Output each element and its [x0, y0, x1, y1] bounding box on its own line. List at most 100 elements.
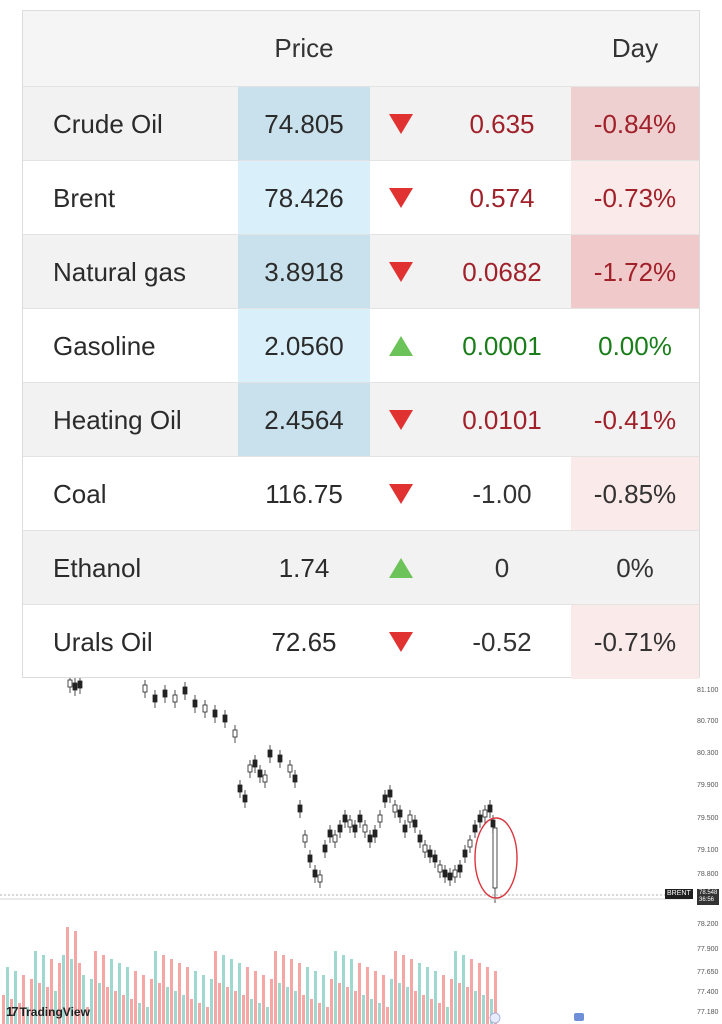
candle: [367, 830, 373, 848]
volume-bar: [346, 987, 349, 1024]
candle: [297, 800, 303, 818]
volume-bar: [362, 995, 365, 1024]
volume-bar: [350, 959, 353, 1024]
candle: [267, 745, 273, 763]
down-arrow-icon: [371, 161, 431, 235]
volume-bar: [382, 975, 385, 1024]
volume-bar: [330, 979, 333, 1024]
volume-bar: [294, 991, 297, 1024]
volume-bar: [438, 1003, 441, 1024]
price-chart[interactable]: 81.100 80.700 80.300 79.900 79.500 79.10…: [0, 678, 722, 1024]
volume-bar: [54, 991, 57, 1024]
table-row[interactable]: Heating Oil 2.4564 0.0101 -0.41%: [23, 382, 699, 457]
volume-bar: [26, 1007, 29, 1024]
volume-bar: [170, 959, 173, 1024]
candle: [362, 820, 368, 838]
candle: [432, 850, 438, 868]
price-value: 1.74: [278, 552, 330, 583]
price-value: 78.426: [238, 161, 370, 235]
candle: [72, 678, 78, 696]
down-arrow-icon: [371, 383, 431, 457]
volume-bar: [426, 967, 429, 1024]
candle: [162, 685, 168, 703]
commodity-price-table: Price Day Crude Oil 74.805 0.635 -0.84% …: [22, 10, 700, 679]
volume-bar: [210, 979, 213, 1024]
price-value: 72.65: [271, 626, 337, 657]
volume-bar: [286, 987, 289, 1024]
change-value: 0.574: [469, 182, 535, 213]
commodity-name: Ethanol: [53, 552, 142, 583]
volume-bar: [214, 951, 217, 1024]
candle: [172, 690, 178, 708]
candle: [387, 785, 393, 803]
candle: [422, 840, 428, 858]
candle: [317, 870, 323, 888]
candlesticks: [67, 678, 498, 903]
candle: [342, 810, 348, 828]
volume-bar: [398, 983, 401, 1024]
table-row[interactable]: Natural gas 3.8918 0.0682 -1.72%: [23, 234, 699, 309]
volume-bar: [342, 955, 345, 1024]
table-row[interactable]: Gasoline 2.0560 0.0001 0.00%: [23, 308, 699, 383]
volume-bar: [430, 999, 433, 1024]
column-header-day[interactable]: Day: [611, 33, 659, 63]
volume-bar: [318, 1003, 321, 1024]
volume-bar: [386, 1007, 389, 1024]
volume-bar: [146, 1007, 149, 1024]
change-value: -0.52: [472, 626, 532, 657]
volume-bar: [402, 955, 405, 1024]
volume-bar: [390, 979, 393, 1024]
commodity-name: Coal: [53, 478, 107, 509]
volume-bar: [70, 959, 73, 1024]
axis-tick: 79.900: [697, 782, 719, 789]
axis-tick: 77.180: [697, 1009, 719, 1016]
volume-bar: [166, 987, 169, 1024]
volume-bar: [358, 963, 361, 1024]
commodity-name: Crude Oil: [53, 108, 163, 139]
volume-bar: [46, 987, 49, 1024]
volume-bar: [206, 1007, 209, 1024]
price-value: 116.75: [265, 478, 343, 509]
volume-bar: [38, 983, 41, 1024]
volume-bar: [442, 975, 445, 1024]
table-row[interactable]: Brent 78.426 0.574 -0.73%: [23, 160, 699, 235]
candle: [442, 865, 448, 883]
volume-bar: [50, 959, 53, 1024]
candle: [237, 780, 243, 798]
last-price-label: 78.548: [699, 890, 718, 896]
up-arrow-icon: [371, 531, 431, 605]
volume-bar: [62, 955, 65, 1024]
candle: [392, 800, 398, 818]
candle: [402, 820, 408, 838]
change-value: 0.635: [469, 108, 535, 139]
volume-bar: [422, 995, 425, 1024]
tradingview-logo[interactable]: 17 TradingView: [6, 1004, 90, 1019]
volume-bar: [10, 999, 13, 1024]
volume-bar: [290, 959, 293, 1024]
volume-bar: [138, 1003, 141, 1024]
table-row[interactable]: Ethanol 1.74 0 0%: [23, 530, 699, 605]
candle: [327, 825, 333, 843]
volume-bar: [98, 983, 101, 1024]
volume-bar: [106, 987, 109, 1024]
table-row[interactable]: Crude Oil 74.805 0.635 -0.84%: [23, 86, 699, 161]
candle: [467, 835, 473, 853]
volume-bar: [2, 995, 5, 1024]
volume-bar: [134, 971, 137, 1024]
volume-bar: [242, 995, 245, 1024]
table-row[interactable]: Coal 116.75 -1.00 -0.85%: [23, 456, 699, 531]
column-header-price[interactable]: Price: [274, 33, 334, 63]
candle: [372, 825, 378, 843]
volume-bar: [6, 967, 9, 1024]
volume-bar: [458, 983, 461, 1024]
flag-icon[interactable]: [574, 1013, 584, 1021]
volume-bar: [122, 995, 125, 1024]
candle: [492, 827, 498, 903]
volume-bar: [114, 991, 117, 1024]
volume-bar: [298, 963, 301, 1024]
volume-bar: [158, 983, 161, 1024]
tradingview-brand-label: TradingView: [19, 1004, 90, 1019]
candle: [482, 805, 488, 823]
lightning-icon[interactable]: [489, 1012, 501, 1024]
table-row[interactable]: Urals Oil 72.65 -0.52 -0.71%: [23, 604, 699, 679]
